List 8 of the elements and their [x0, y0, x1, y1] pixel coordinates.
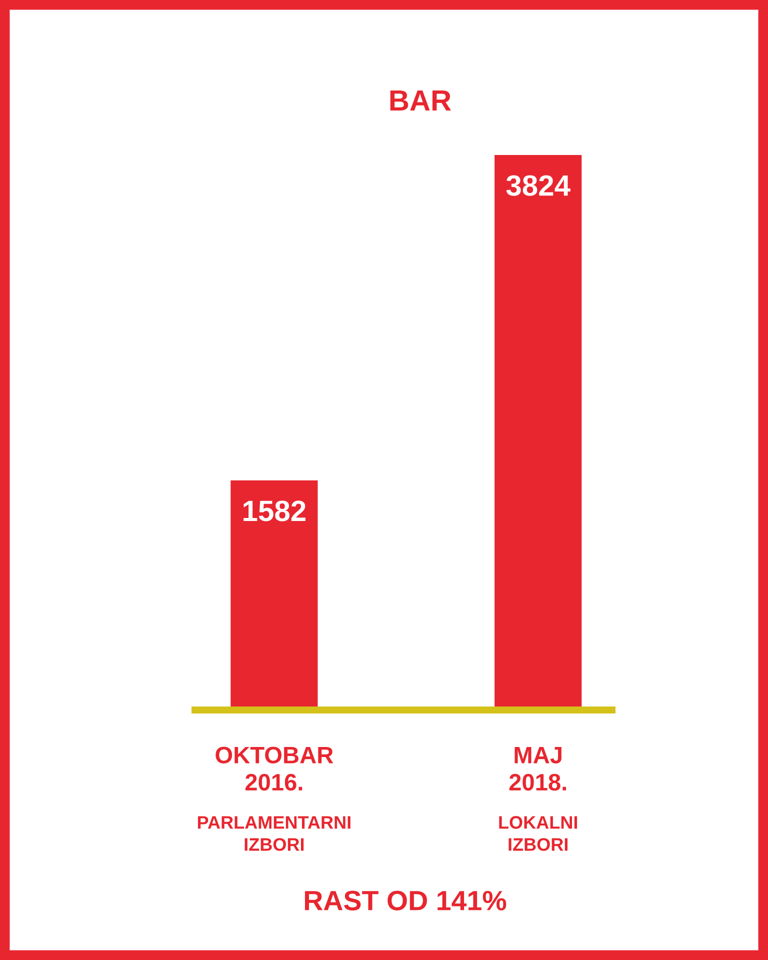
x-tick-label: OKTOBAR 2016. — [216, 746, 334, 791]
text: LOKALNI IZBORI — [499, 816, 578, 851]
text: RAST OD 141% — [304, 890, 506, 910]
data-label: 1582 — [244, 500, 306, 522]
chart-title: BAR — [390, 90, 451, 111]
data-label: 3824 — [506, 175, 570, 196]
text: PARLAMENTARNI IZBORI — [198, 816, 350, 851]
x-tick-label: MAJ 2018. — [509, 746, 566, 791]
